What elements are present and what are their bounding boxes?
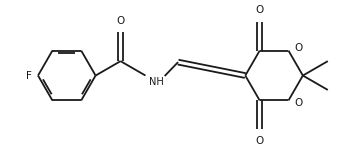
Text: O: O	[256, 5, 264, 15]
Text: F: F	[26, 71, 32, 81]
Text: O: O	[256, 136, 264, 146]
Text: O: O	[294, 43, 303, 53]
Text: NH: NH	[149, 77, 164, 87]
Text: O: O	[294, 98, 303, 108]
Text: O: O	[117, 16, 125, 26]
